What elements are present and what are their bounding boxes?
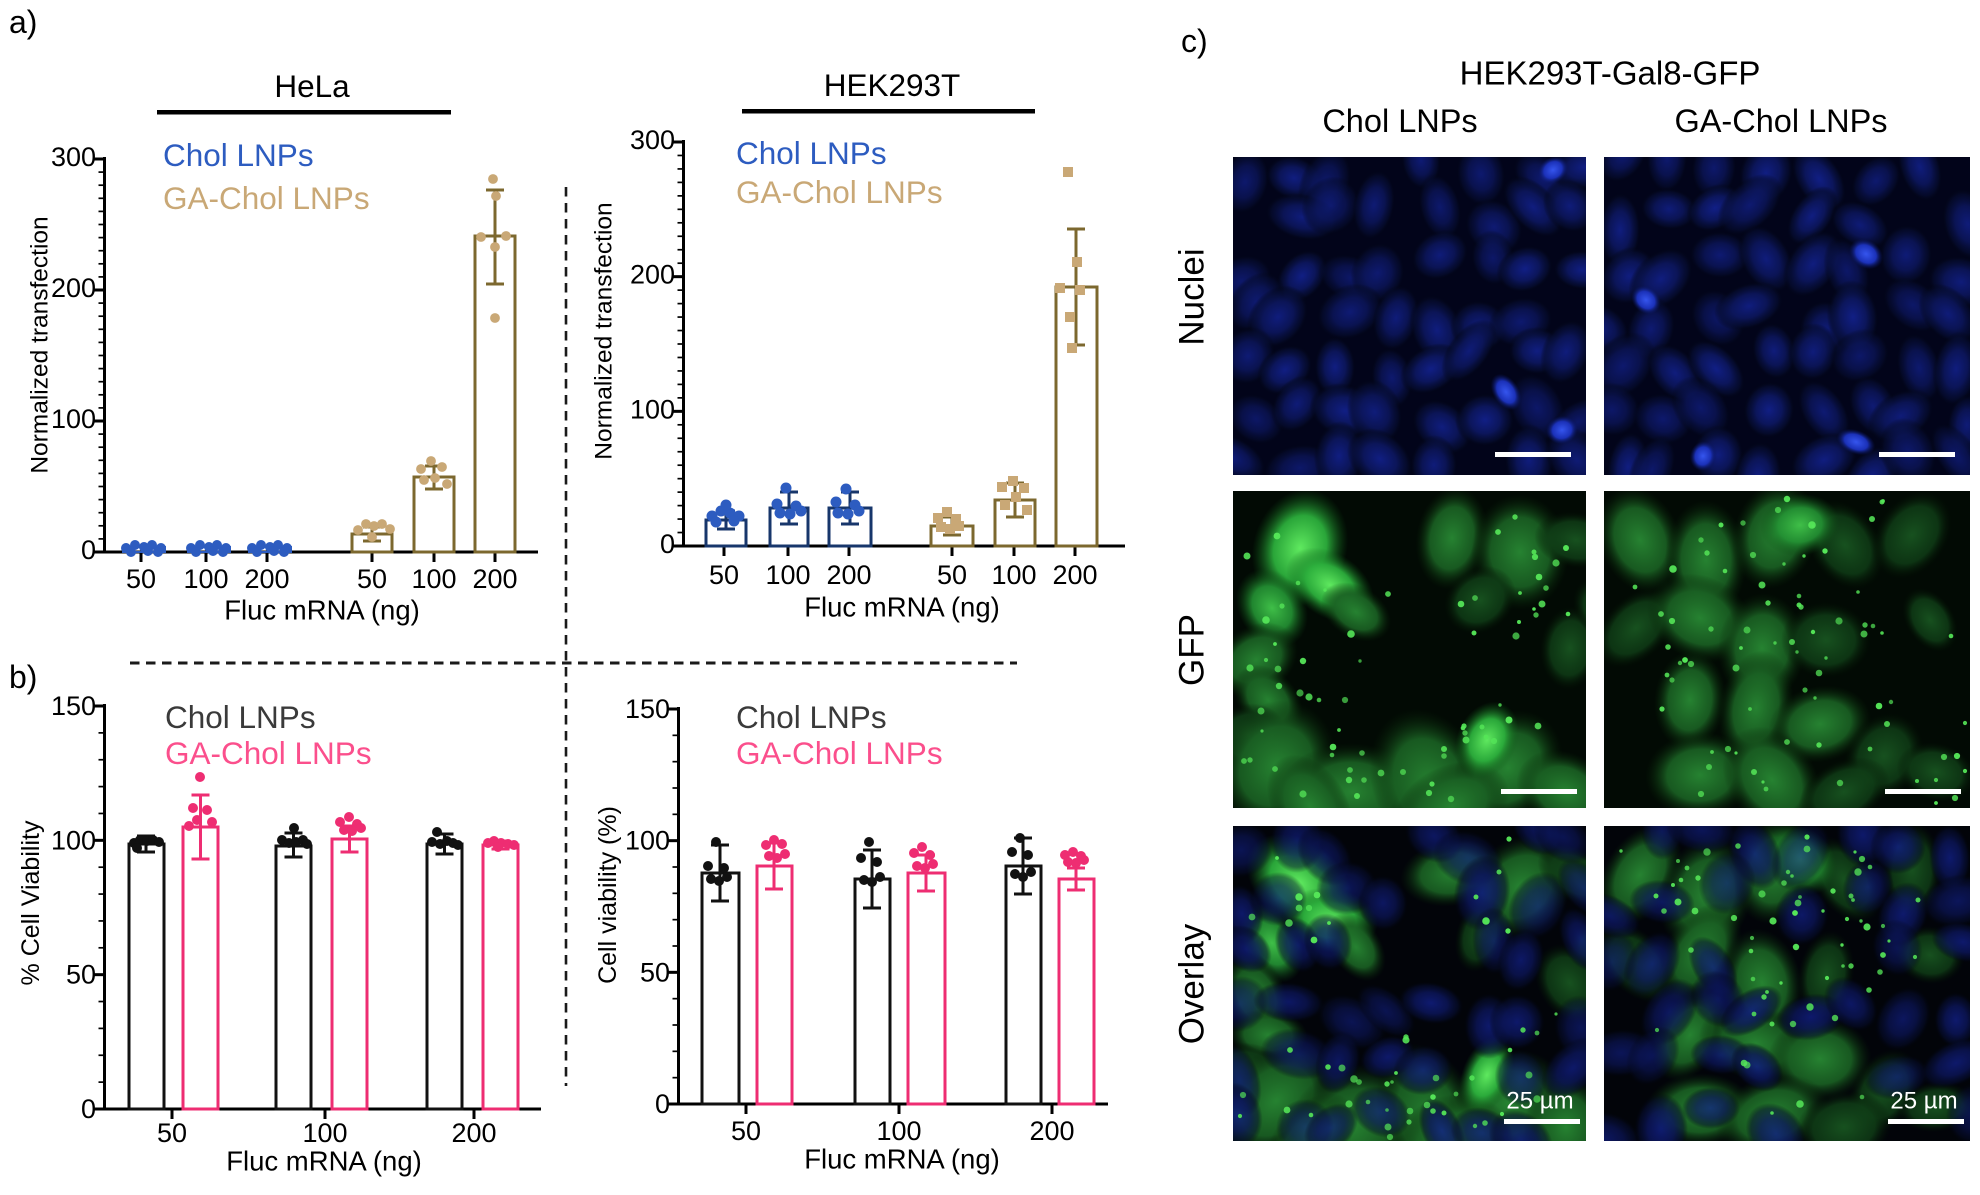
svg-text:100: 100 — [876, 1116, 921, 1146]
svg-text:50: 50 — [66, 960, 96, 990]
svg-text:100: 100 — [51, 404, 96, 434]
svg-text:200: 200 — [51, 273, 96, 303]
svg-text:GA-Chol LNPs: GA-Chol LNPs — [163, 180, 370, 216]
svg-text:100: 100 — [991, 560, 1036, 590]
svg-text:Overlay: Overlay — [1173, 923, 1212, 1044]
svg-text:100: 100 — [411, 564, 456, 594]
svg-text:50: 50 — [937, 560, 967, 590]
svg-text:50: 50 — [126, 564, 156, 594]
svg-text:Chol LNPs: Chol LNPs — [163, 137, 314, 173]
svg-text:Nuclei: Nuclei — [1173, 248, 1212, 345]
svg-text:300: 300 — [630, 125, 675, 155]
svg-text:GA-Chol LNPs: GA-Chol LNPs — [1674, 103, 1887, 139]
svg-text:50: 50 — [709, 560, 739, 590]
svg-text:0: 0 — [660, 529, 675, 559]
svg-text:Chol LNPs: Chol LNPs — [736, 699, 887, 735]
svg-text:25 µm: 25 µm — [1506, 1088, 1573, 1115]
svg-text:Fluc mRNA (ng): Fluc mRNA (ng) — [804, 1144, 1000, 1175]
svg-text:100: 100 — [302, 1118, 347, 1148]
svg-text:HEK293T: HEK293T — [824, 67, 961, 103]
svg-text:100: 100 — [625, 826, 670, 856]
svg-text:HeLa: HeLa — [274, 68, 350, 104]
svg-text:200: 200 — [472, 564, 517, 594]
svg-text:Normalized transfection: Normalized transfection — [27, 216, 54, 473]
svg-text:50: 50 — [731, 1116, 761, 1146]
svg-text:c): c) — [1181, 23, 1208, 59]
svg-text:100: 100 — [51, 825, 96, 855]
svg-text:Fluc mRNA (ng): Fluc mRNA (ng) — [804, 592, 1000, 623]
svg-text:GA-Chol LNPs: GA-Chol LNPs — [736, 174, 943, 210]
svg-text:50: 50 — [357, 564, 387, 594]
svg-text:b): b) — [9, 659, 37, 695]
svg-text:0: 0 — [655, 1089, 670, 1119]
svg-text:Chol LNPs: Chol LNPs — [165, 699, 316, 735]
svg-text:100: 100 — [765, 560, 810, 590]
svg-text:0: 0 — [81, 535, 96, 565]
svg-text:50: 50 — [157, 1118, 187, 1148]
svg-text:GA-Chol LNPs: GA-Chol LNPs — [736, 735, 943, 771]
svg-text:150: 150 — [625, 694, 670, 724]
svg-text:Fluc mRNA (ng): Fluc mRNA (ng) — [226, 1146, 422, 1177]
svg-text:200: 200 — [826, 560, 871, 590]
svg-text:200: 200 — [1052, 560, 1097, 590]
svg-text:200: 200 — [451, 1118, 496, 1148]
svg-text:200: 200 — [244, 564, 289, 594]
svg-text:Chol LNPs: Chol LNPs — [1322, 103, 1477, 139]
svg-text:Normalized transfection: Normalized transfection — [591, 202, 618, 459]
svg-text:GA-Chol LNPs: GA-Chol LNPs — [165, 735, 372, 771]
svg-text:200: 200 — [630, 260, 675, 290]
svg-text:% Cell Viability: % Cell Viability — [17, 820, 45, 985]
svg-text:150: 150 — [51, 691, 96, 721]
svg-text:100: 100 — [630, 394, 675, 424]
svg-text:300: 300 — [51, 142, 96, 172]
svg-text:25 µm: 25 µm — [1890, 1088, 1957, 1115]
svg-text:0: 0 — [81, 1094, 96, 1124]
svg-text:a): a) — [9, 4, 37, 40]
svg-text:Fluc mRNA (ng): Fluc mRNA (ng) — [224, 595, 420, 626]
svg-text:Chol LNPs: Chol LNPs — [736, 135, 887, 171]
svg-text:50: 50 — [640, 957, 670, 987]
svg-text:100: 100 — [183, 564, 228, 594]
svg-text:HEK293T-Gal8-GFP: HEK293T-Gal8-GFP — [1460, 55, 1761, 92]
svg-text:Cell viability (%): Cell viability (%) — [594, 806, 622, 984]
svg-text:GFP: GFP — [1173, 614, 1212, 686]
svg-text:200: 200 — [1029, 1116, 1074, 1146]
